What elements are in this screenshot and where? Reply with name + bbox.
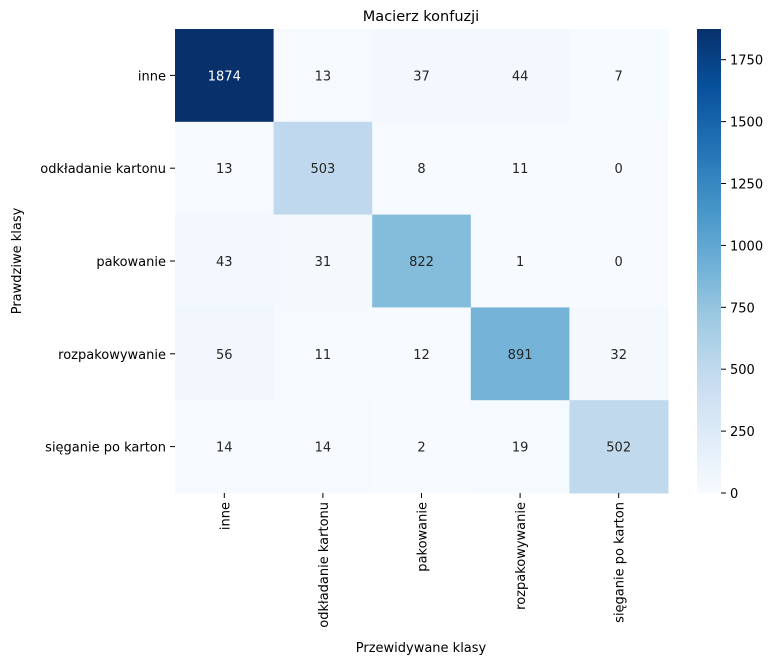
x-tick-label: sięganie po karton <box>613 502 628 623</box>
heatmap-cell-labels: 1874 13 37 44 7 13 503 8 11 0 43 31 822 1 0 56 11 12 891 32… <box>208 69 631 455</box>
cell-value-label: 11 <box>512 162 529 177</box>
y-tick-label: sięganie po karton <box>45 441 166 456</box>
cell-value-label: 8 <box>417 162 425 177</box>
cell-value-label: 0 <box>615 255 623 270</box>
cell-value-label: 2 <box>417 441 425 456</box>
x-tick-label: inne <box>218 502 233 530</box>
heatmap-cell <box>470 307 570 401</box>
colorbar-tick-label: 750 <box>730 301 755 316</box>
heatmap-cell <box>273 121 373 216</box>
cell-value-label: 44 <box>512 69 529 84</box>
cell-value-label: 43 <box>216 255 233 270</box>
heatmap-cell <box>470 214 570 308</box>
y-tick-label: odkładanie kartonu <box>40 162 166 177</box>
heatmap-cell <box>372 214 472 308</box>
colorbar-tick-label: 1000 <box>730 239 763 254</box>
chart-title: Macierz konfuzji <box>363 9 479 25</box>
heatmap-cell <box>470 121 570 216</box>
x-tick-label: rozpakowywanie <box>514 502 529 610</box>
y-axis-ticks: inne odkładanie kartonu pakowanie rozpakowy… <box>40 69 175 456</box>
heatmap-cell <box>175 307 275 401</box>
cell-value-label: 0 <box>615 162 623 177</box>
cell-value-label: 503 <box>310 162 335 177</box>
heatmap-cell <box>372 307 472 401</box>
colorbar <box>697 29 721 493</box>
cell-value-label: 31 <box>315 255 332 270</box>
colorbar-tick-label: 1500 <box>730 116 763 131</box>
colorbar-ticks: 0 250 500 750 1000 1250 1500 1750 <box>721 54 763 502</box>
y-axis-label: Prawdziwe klasy <box>10 207 25 314</box>
heatmap-cell <box>569 29 669 123</box>
cell-value-label: 1 <box>516 255 524 270</box>
heatmap-cell <box>470 400 570 494</box>
heatmap-cell <box>273 214 373 308</box>
heatmap-cell <box>273 29 373 123</box>
x-tick-label: pakowanie <box>416 502 431 572</box>
colorbar-tick-label: 1750 <box>730 54 763 69</box>
cell-value-label: 14 <box>216 441 233 456</box>
colorbar-tick-label: 500 <box>730 363 755 378</box>
heatmap-cell <box>569 214 669 308</box>
cell-value-label: 14 <box>315 441 332 456</box>
heatmap-cell <box>372 29 472 123</box>
cell-value-label: 19 <box>512 441 529 456</box>
cell-value-label: 7 <box>615 69 623 84</box>
cell-value-label: 32 <box>610 348 627 363</box>
y-tick-label: pakowanie <box>96 255 166 270</box>
heatmap-cell <box>372 400 472 494</box>
heatmap-cell <box>175 29 275 123</box>
heatmap-cell <box>175 214 275 308</box>
cell-value-label: 891 <box>508 348 533 363</box>
heatmap-cell <box>175 121 275 216</box>
colorbar-tick-label: 0 <box>730 487 738 502</box>
x-axis-ticks: inne odkładanie kartonu pakowanie rozpakowy… <box>218 493 628 628</box>
heatmap-cell <box>470 29 570 123</box>
cell-value-label: 13 <box>216 162 233 177</box>
cell-value-label: 502 <box>606 441 631 456</box>
colorbar-tick-label: 1250 <box>730 178 763 193</box>
cell-value-label: 822 <box>409 255 434 270</box>
cell-value-label: 37 <box>413 69 430 84</box>
y-tick-label: rozpakowywanie <box>58 348 166 363</box>
cell-value-label: 56 <box>216 348 233 363</box>
heatmap-cell <box>273 400 373 494</box>
y-tick-label: inne <box>138 69 166 84</box>
heatmap-cell <box>372 121 472 216</box>
heatmap-cell <box>273 307 373 401</box>
cell-value-label: 12 <box>413 348 430 363</box>
x-axis-label: Przewidywane klasy <box>356 641 487 656</box>
heatmap-cell <box>175 400 275 494</box>
cell-value-label: 1874 <box>208 69 241 84</box>
x-tick-label: odkładanie kartonu <box>317 502 332 628</box>
colorbar-tick-label: 250 <box>730 425 755 440</box>
cell-value-label: 13 <box>315 69 332 84</box>
cell-value-label: 11 <box>315 348 332 363</box>
heatmap-cell <box>569 400 669 494</box>
heatmap-cell <box>569 307 669 401</box>
heatmap-cell <box>569 121 669 216</box>
heatmap-cells <box>175 29 669 494</box>
